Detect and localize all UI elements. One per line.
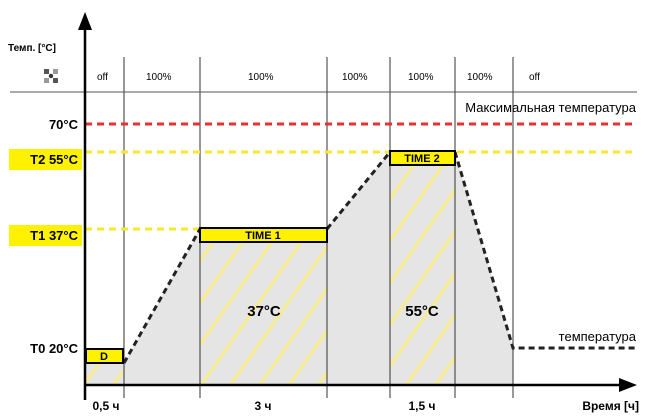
t1-highlight — [9, 225, 82, 246]
x-axis-arrow — [619, 378, 637, 392]
t0-label: T0 20°C — [30, 341, 78, 356]
duration-time2: 1,5 ч — [409, 399, 436, 413]
time2-box — [389, 150, 456, 166]
fan-segment-1: off — [97, 72, 108, 83]
hatch-area-d — [86, 363, 123, 385]
hatch-area-time1 — [200, 241, 327, 385]
x-axis-label: Время [ч] — [582, 399, 639, 413]
y-axis-arrow — [78, 12, 92, 30]
temperature-cooldown — [453, 151, 635, 350]
duration-d: 0,5 ч — [93, 399, 120, 413]
t2-label: T2 55°C — [30, 152, 78, 167]
fan-segment-5: 100% — [408, 72, 434, 83]
max-temp-label: 70°C — [49, 117, 79, 132]
time2-label: TIME 2 — [404, 153, 439, 165]
temperature-ramp-2 — [325, 151, 392, 230]
t2-highlight — [9, 149, 82, 170]
d-box — [85, 348, 124, 364]
max-temperature-text: Максимальная температура — [465, 100, 636, 115]
fan-segment-2: 100% — [146, 72, 172, 83]
area1-temp: 37°C — [247, 303, 281, 320]
time1-label: TIME 1 — [245, 230, 280, 242]
fan-segment-4: 100% — [342, 72, 368, 83]
fan-segment-7: off — [529, 72, 540, 83]
area2-temp: 55°C — [405, 303, 439, 320]
temperature-profile-line — [122, 228, 202, 364]
fan-segment-6: 100% — [467, 72, 493, 83]
temperature-text: температура — [559, 329, 637, 344]
duration-time1: 3 ч — [255, 399, 272, 413]
d-label: D — [100, 351, 108, 363]
fan-segment-3: 100% — [248, 72, 274, 83]
hatch-area-time2 — [390, 164, 455, 385]
fan-icon — [44, 69, 58, 83]
y-axis-label: Темп. [°C] — [8, 43, 56, 54]
t1-label: T1 37°C — [30, 228, 78, 243]
vertical-dividers — [123, 57, 514, 398]
time1-box — [199, 227, 328, 243]
